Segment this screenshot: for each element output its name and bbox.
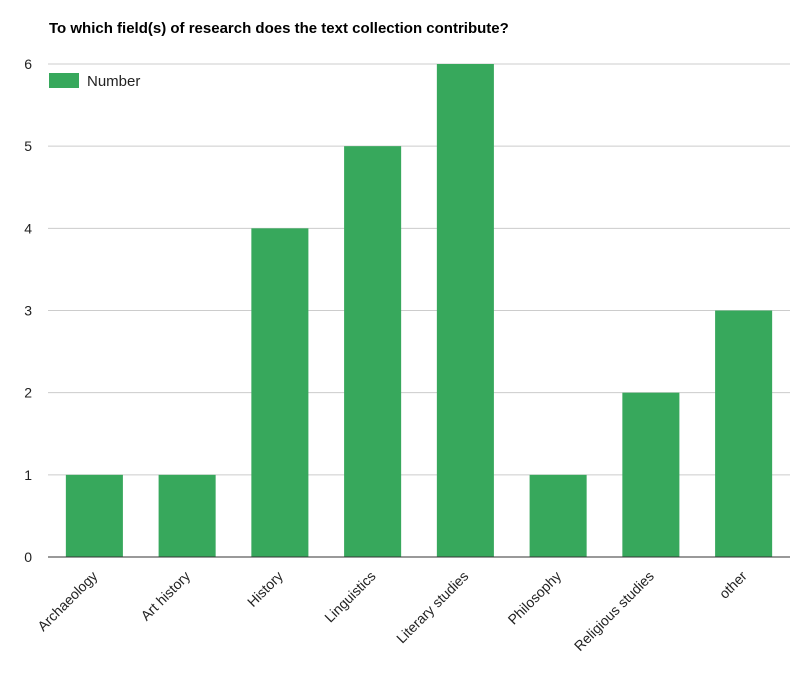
x-tick-label: other <box>716 568 750 602</box>
y-tick-label: 3 <box>24 303 32 319</box>
y-tick-label: 0 <box>24 549 32 565</box>
bar-other <box>715 310 773 557</box>
bars <box>65 64 773 558</box>
y-tick-label: 6 <box>24 56 32 72</box>
x-tick-label: History <box>244 568 286 610</box>
bar-history <box>251 228 309 558</box>
x-tick-label: Archaeology <box>34 568 100 634</box>
bar-philosophy <box>529 474 587 557</box>
bar-literary-studies <box>436 64 494 557</box>
bar-art-history <box>158 474 216 557</box>
x-tick-label: Art history <box>137 568 193 624</box>
legend-label-number: Number <box>87 73 140 90</box>
legend-swatch-number <box>49 73 79 88</box>
y-tick-label: 4 <box>24 220 32 236</box>
x-tick-label: Linguistics <box>321 568 379 626</box>
x-tick-label: Literary studies <box>393 568 471 646</box>
y-tick-label: 5 <box>24 138 32 154</box>
legend: Number <box>49 73 140 90</box>
bar-religious-studies <box>622 392 680 557</box>
x-tick-label: Philosophy <box>504 568 564 628</box>
bar-archaeology <box>65 474 123 557</box>
x-tick-label: Religious studies <box>571 568 657 654</box>
chart-title: To which field(s) of research does the t… <box>49 20 509 37</box>
y-tick-label: 1 <box>24 467 32 483</box>
y-tick-label: 2 <box>24 385 32 401</box>
bar-linguistics <box>344 146 402 557</box>
